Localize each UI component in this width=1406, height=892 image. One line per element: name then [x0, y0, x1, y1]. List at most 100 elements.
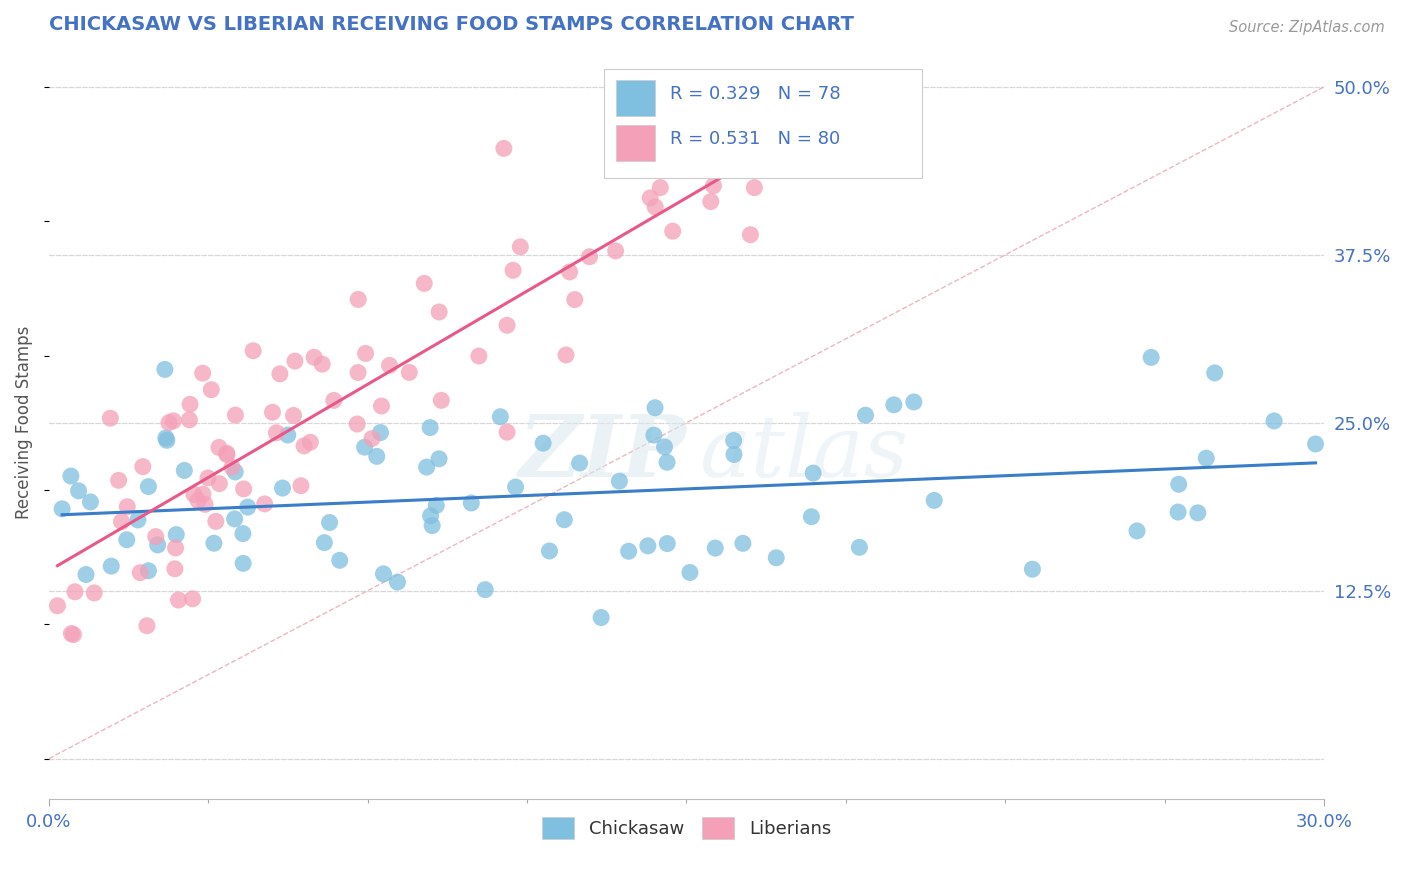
Text: CHICKASAW VS LIBERIAN RECEIVING FOOD STAMPS CORRELATION CHART: CHICKASAW VS LIBERIAN RECEIVING FOOD STA…: [49, 15, 853, 34]
Point: [156, 434, 179, 448]
Point: [643, 428, 665, 442]
Point: [460, 496, 482, 510]
Point: [468, 349, 491, 363]
Point: [425, 499, 447, 513]
Point: [427, 451, 450, 466]
Point: [107, 473, 129, 487]
Point: [208, 476, 231, 491]
Bar: [616, 79, 655, 116]
Point: [848, 541, 870, 555]
Point: [679, 566, 702, 580]
Point: [903, 395, 925, 409]
Point: [702, 178, 724, 193]
Point: [232, 482, 254, 496]
Point: [361, 432, 384, 446]
Point: [1187, 506, 1209, 520]
Point: [284, 354, 307, 368]
Point: [197, 471, 219, 485]
Point: [173, 463, 195, 477]
Point: [136, 619, 159, 633]
Point: [420, 518, 443, 533]
Point: [110, 515, 132, 529]
Point: [723, 434, 745, 448]
Point: [398, 365, 420, 379]
Text: atlas: atlas: [699, 411, 908, 494]
Point: [922, 493, 945, 508]
Point: [292, 439, 315, 453]
Point: [271, 481, 294, 495]
Point: [191, 487, 214, 501]
Point: [46, 599, 69, 613]
Point: [98, 411, 121, 425]
Point: [100, 559, 122, 574]
Point: [492, 141, 515, 155]
Point: [146, 538, 169, 552]
Point: [731, 536, 754, 550]
Point: [430, 393, 453, 408]
Point: [883, 398, 905, 412]
Point: [644, 401, 666, 415]
Point: [558, 265, 581, 279]
Point: [801, 466, 824, 480]
Point: [215, 446, 238, 460]
Point: [242, 343, 264, 358]
Point: [302, 351, 325, 365]
Point: [205, 515, 228, 529]
Point: [1263, 414, 1285, 428]
Point: [322, 393, 344, 408]
Point: [740, 227, 762, 242]
Legend: Chickasaw, Liberians: Chickasaw, Liberians: [534, 810, 838, 847]
Point: [290, 479, 312, 493]
Point: [568, 456, 591, 470]
Point: [1167, 505, 1189, 519]
Point: [415, 460, 437, 475]
Point: [366, 450, 388, 464]
Point: [378, 359, 401, 373]
Point: [269, 367, 291, 381]
Point: [1021, 562, 1043, 576]
Point: [208, 441, 231, 455]
Point: [60, 626, 83, 640]
Point: [373, 566, 395, 581]
Point: [502, 263, 524, 277]
Point: [262, 405, 284, 419]
Point: [855, 408, 877, 422]
Point: [354, 346, 377, 360]
Point: [318, 516, 340, 530]
Point: [800, 509, 823, 524]
Point: [179, 397, 201, 411]
Point: [115, 533, 138, 547]
Point: [353, 440, 375, 454]
Point: [1305, 437, 1327, 451]
Point: [637, 539, 659, 553]
Point: [555, 348, 578, 362]
Point: [67, 483, 90, 498]
Point: [347, 366, 370, 380]
Point: [236, 500, 259, 514]
Point: [83, 586, 105, 600]
Point: [553, 513, 575, 527]
Point: [253, 497, 276, 511]
Point: [655, 455, 678, 469]
Point: [187, 493, 209, 508]
Point: [138, 564, 160, 578]
Point: [747, 79, 769, 94]
Point: [427, 305, 450, 319]
Point: [194, 497, 217, 511]
Point: [496, 425, 519, 439]
Point: [346, 417, 368, 431]
Point: [564, 293, 586, 307]
Point: [224, 408, 246, 422]
Point: [283, 409, 305, 423]
Point: [496, 318, 519, 333]
Text: R = 0.329   N = 78: R = 0.329 N = 78: [669, 85, 841, 103]
Point: [1140, 351, 1163, 365]
Point: [419, 508, 441, 523]
Point: [419, 420, 441, 434]
Point: [609, 474, 631, 488]
Point: [654, 440, 676, 454]
Y-axis label: Receiving Food Stamps: Receiving Food Stamps: [15, 326, 32, 519]
Point: [744, 180, 766, 194]
Point: [509, 240, 531, 254]
Point: [155, 431, 177, 445]
